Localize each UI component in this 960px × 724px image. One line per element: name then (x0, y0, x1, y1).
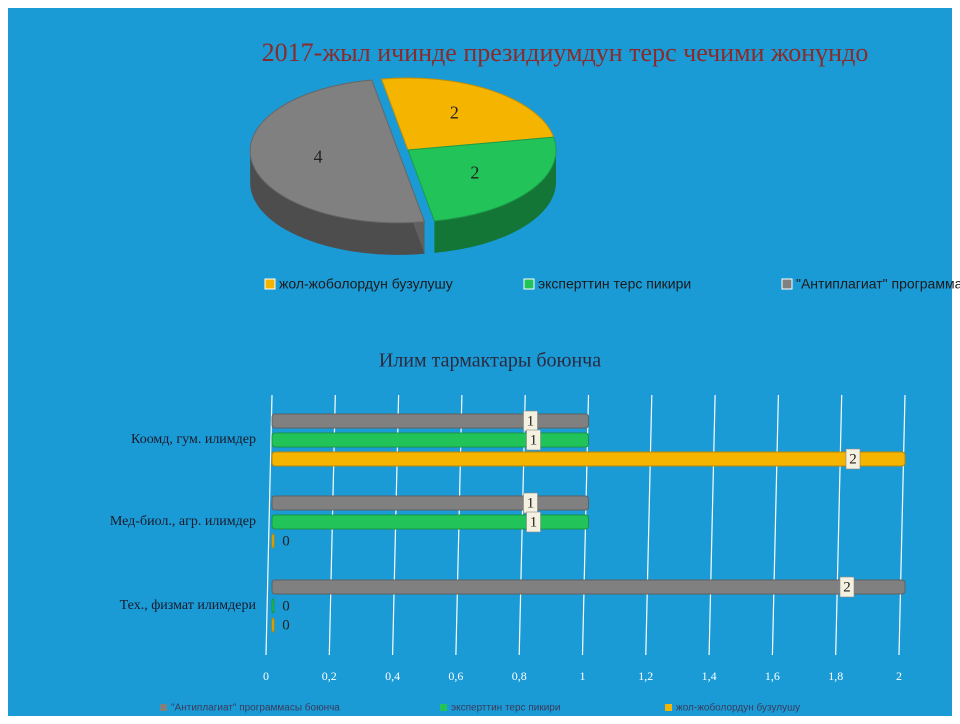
bar-value-label: 0 (282, 533, 290, 549)
legend-label: эксперттин терс пикири (538, 276, 691, 292)
pie-slice (407, 136, 557, 222)
grid-line (708, 394, 716, 656)
value-label-box (845, 448, 861, 470)
value-label-box (839, 576, 855, 598)
bar-value-label: 1 (527, 495, 535, 511)
y-tick-label: Тех., физмат илимдери (120, 598, 257, 613)
bar (271, 432, 589, 448)
grid-line (771, 394, 779, 656)
x-tick-label: 0,6 (448, 669, 463, 683)
bar (271, 413, 589, 429)
legend-label: жол-жоболордун бузулушу (676, 702, 800, 714)
x-tick-label: 0,2 (322, 669, 337, 683)
x-tick-label: 1 (580, 669, 586, 683)
pie-slice-side (250, 150, 425, 255)
legend-swatch (781, 278, 793, 290)
bar (271, 533, 275, 549)
legend-label: эксперттин терс пикири (451, 703, 560, 714)
pie-value-label: 4 (314, 147, 323, 167)
legend-swatch (523, 278, 535, 290)
pie-slice (249, 79, 426, 224)
legend-swatch (665, 704, 672, 711)
pie-slice (380, 77, 555, 151)
x-tick-label: 1,6 (765, 669, 780, 683)
bar (271, 598, 275, 614)
x-tick-label: 1,4 (702, 669, 717, 683)
pie-slice-side (434, 150, 556, 253)
x-tick-label: 2 (896, 669, 902, 683)
bar-value-label: 0 (282, 598, 290, 614)
grid-line (898, 394, 906, 656)
grid-line (265, 394, 273, 656)
x-tick-label: 1,2 (638, 669, 653, 683)
bar-value-label: 2 (843, 579, 851, 595)
bar (271, 579, 906, 595)
legend-swatch (264, 278, 276, 290)
legend-label: жол-жоболордун бузулушу (279, 276, 453, 292)
y-tick-label: Коомд, гум. илимдер (131, 432, 256, 447)
grid-line (835, 394, 843, 656)
bar (271, 495, 589, 511)
x-tick-label: 0,4 (385, 669, 400, 683)
pie-title: 2017-жыл ичинде президиумдун терс чечими… (262, 38, 869, 67)
pie-value-label: 2 (470, 163, 479, 183)
bar-value-label: 0 (282, 617, 290, 633)
pie-value-label: 2 (450, 103, 459, 123)
x-tick-label: 0,8 (512, 669, 527, 683)
bar-title: Илим тармактары боюнча (379, 350, 601, 372)
legend-swatch (160, 704, 167, 711)
y-tick-label: Мед-биол., агр. илимдер (110, 514, 256, 529)
x-tick-label: 0 (263, 669, 269, 683)
legend-label: "Антиплагиат" программасы боюнча (796, 276, 960, 292)
legend-label: "Антиплагиат" программасы боюнча (171, 702, 340, 714)
x-tick-label: 1,8 (828, 669, 843, 683)
bar-value-label: 1 (530, 432, 538, 448)
bar (271, 451, 906, 467)
bar (271, 617, 275, 633)
grid-line (645, 394, 653, 656)
value-label-box (526, 511, 541, 533)
bar-value-label: 2 (849, 451, 857, 467)
legend-swatch (440, 704, 447, 711)
bar-value-label: 1 (530, 514, 538, 530)
bar (271, 514, 589, 530)
value-label-box (526, 429, 541, 451)
bar-value-label: 1 (527, 413, 535, 429)
